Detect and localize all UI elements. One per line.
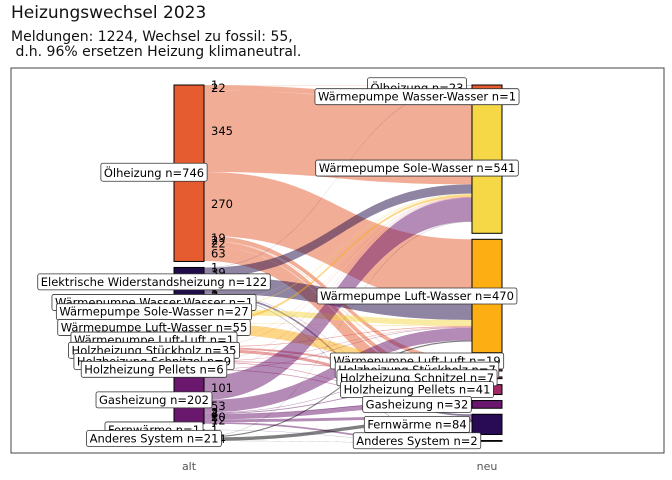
flow-ribbon <box>204 385 472 414</box>
flow-ribbon <box>204 193 472 310</box>
flow-value-label: 101 <box>211 381 233 395</box>
flow-value-label: 7 <box>211 416 218 430</box>
node-label-text: Ölheizung n=746 <box>104 164 204 180</box>
node-label-box <box>86 430 222 447</box>
node-label-text: Wärmepumpe Sole-Wasser n=541 <box>319 161 516 175</box>
flow-ribbon <box>204 193 472 303</box>
flow-ribbon <box>204 340 472 438</box>
flow-value-label: 270 <box>211 197 233 211</box>
node-label-text: Fernwärme n=84 <box>367 417 466 431</box>
node-label: Anderes System n=2 <box>352 432 482 450</box>
node-label: Wärmepumpe Sole-Wasser n=541 <box>315 159 519 177</box>
flow-value-label: 345 <box>211 124 233 138</box>
flow-value-label: 1 <box>211 78 218 92</box>
node-label-box <box>95 391 213 409</box>
chart-title: Heizungswechsel 2023 <box>11 3 207 23</box>
flow-ribbon <box>204 196 472 341</box>
flow-value-label: 19 <box>211 231 226 245</box>
node-label-text: Gasheizung n=202 <box>99 393 209 407</box>
flow-value-label: 1 <box>211 261 218 275</box>
node-label-text: Anderes System n=21 <box>90 432 219 446</box>
flow-ribbon <box>204 172 472 304</box>
node-label: Holzheizung Pellets n=41 <box>340 381 494 398</box>
node-label: Ölheizung n=746 <box>100 162 208 182</box>
node-label-box <box>316 287 518 305</box>
flow-ribbon <box>204 184 472 277</box>
chart-subtitle-line2: d.h. 96% ersetzen Heizung klimaneutral. <box>11 44 302 60</box>
flow-ribbon <box>204 197 472 361</box>
flow-ribbon <box>204 194 472 324</box>
node-label: Gasheizung n=202 <box>95 391 213 409</box>
flow-value-label: 22 <box>211 81 226 95</box>
right-node-bar <box>471 400 503 409</box>
x-axis: alt neu <box>182 460 497 473</box>
node-label-text: Holzheizung Pellets n=41 <box>344 383 491 397</box>
node-labels: Ölheizung n=746 Elektrische Widerstandshe… <box>37 77 520 450</box>
node-label: Elektrische Widerstandsheizung n=122 <box>37 273 271 291</box>
flow-value-label: 1 <box>211 287 218 301</box>
node-label: Holzheizung Pellets n=6 <box>80 360 228 378</box>
flow-value-label: 4 <box>211 406 218 420</box>
node-label-box <box>314 88 520 106</box>
flow-value-label: 2 <box>211 234 218 248</box>
flow-ribbon <box>204 326 472 362</box>
node-label-text: Wärmepumpe Sole-Wasser n=27 <box>59 305 248 319</box>
flow-ribbon <box>204 440 472 444</box>
flow-value-label: 20 <box>211 410 226 424</box>
flow-ribbon <box>204 372 472 413</box>
node-label-text: Wärmepumpe Luft-Wasser n=55 <box>61 320 248 334</box>
flow-ribbon <box>204 326 472 348</box>
node-label-box <box>362 395 472 413</box>
node-label: Wärmepumpe Wasser-Wasser n=1 <box>314 88 520 106</box>
flow-value-label: 3 <box>211 407 218 421</box>
node-label-box <box>100 162 208 182</box>
flow-ribbon <box>204 246 472 400</box>
flow-value-label: 2 <box>211 406 218 420</box>
flow-ribbon <box>204 85 472 268</box>
flow-ribbon <box>204 309 472 326</box>
flow-value-label: 1 <box>211 423 218 437</box>
node-label: Gasheizung n=32 <box>362 395 472 413</box>
node-label-text: Anderes System n=2 <box>356 434 478 448</box>
right-node-bar <box>471 413 503 436</box>
node-label-box <box>315 159 519 177</box>
node-label: Wärmepumpe Luft-Wasser n=55 <box>57 319 251 336</box>
node-label-box <box>37 273 271 291</box>
flow-ribbon <box>204 422 472 443</box>
flow-ribbon <box>204 197 472 369</box>
flow-value-label: 53 <box>211 399 226 413</box>
flow-ribbon <box>204 240 472 383</box>
node-label: Wärmepumpe Luft-Wasser n=470 <box>316 287 518 305</box>
node-label-text: Wärmepumpe Wasser-Wasser n=1 <box>318 90 516 104</box>
flow-ribbon <box>204 196 472 347</box>
node-label-text: Elektrische Widerstandsheizung n=122 <box>41 275 268 289</box>
node-label: Wärmepumpe Sole-Wasser n=27 <box>55 303 253 321</box>
node-label-box <box>352 432 482 450</box>
x-axis-tick-label: neu <box>477 460 498 473</box>
flow-ribbon <box>204 327 472 370</box>
flow-ribbon <box>204 418 472 441</box>
flow-value-label: 12 <box>211 414 226 428</box>
x-axis-tick-label: alt <box>182 460 197 473</box>
flow-ribbon <box>204 429 472 443</box>
node-label-text: Holzheizung Pellets n=6 <box>84 362 224 376</box>
node-label-box <box>80 360 228 378</box>
flow-value-label: 63 <box>211 247 226 261</box>
node-label: Fernwärme n=84 <box>363 415 471 433</box>
chart-subtitle-line1: Meldungen: 1224, Wechsel zu fossil: 55, <box>11 29 293 45</box>
flow-value-label: 22 <box>211 236 226 250</box>
node-label-text: Gasheizung n=32 <box>366 397 469 411</box>
node-label: Anderes System n=21 <box>86 430 222 447</box>
node-label-text: Wärmepumpe Luft-Wasser n=470 <box>320 289 514 303</box>
flow-ribbon <box>204 323 472 327</box>
flow-ribbon <box>204 221 472 437</box>
